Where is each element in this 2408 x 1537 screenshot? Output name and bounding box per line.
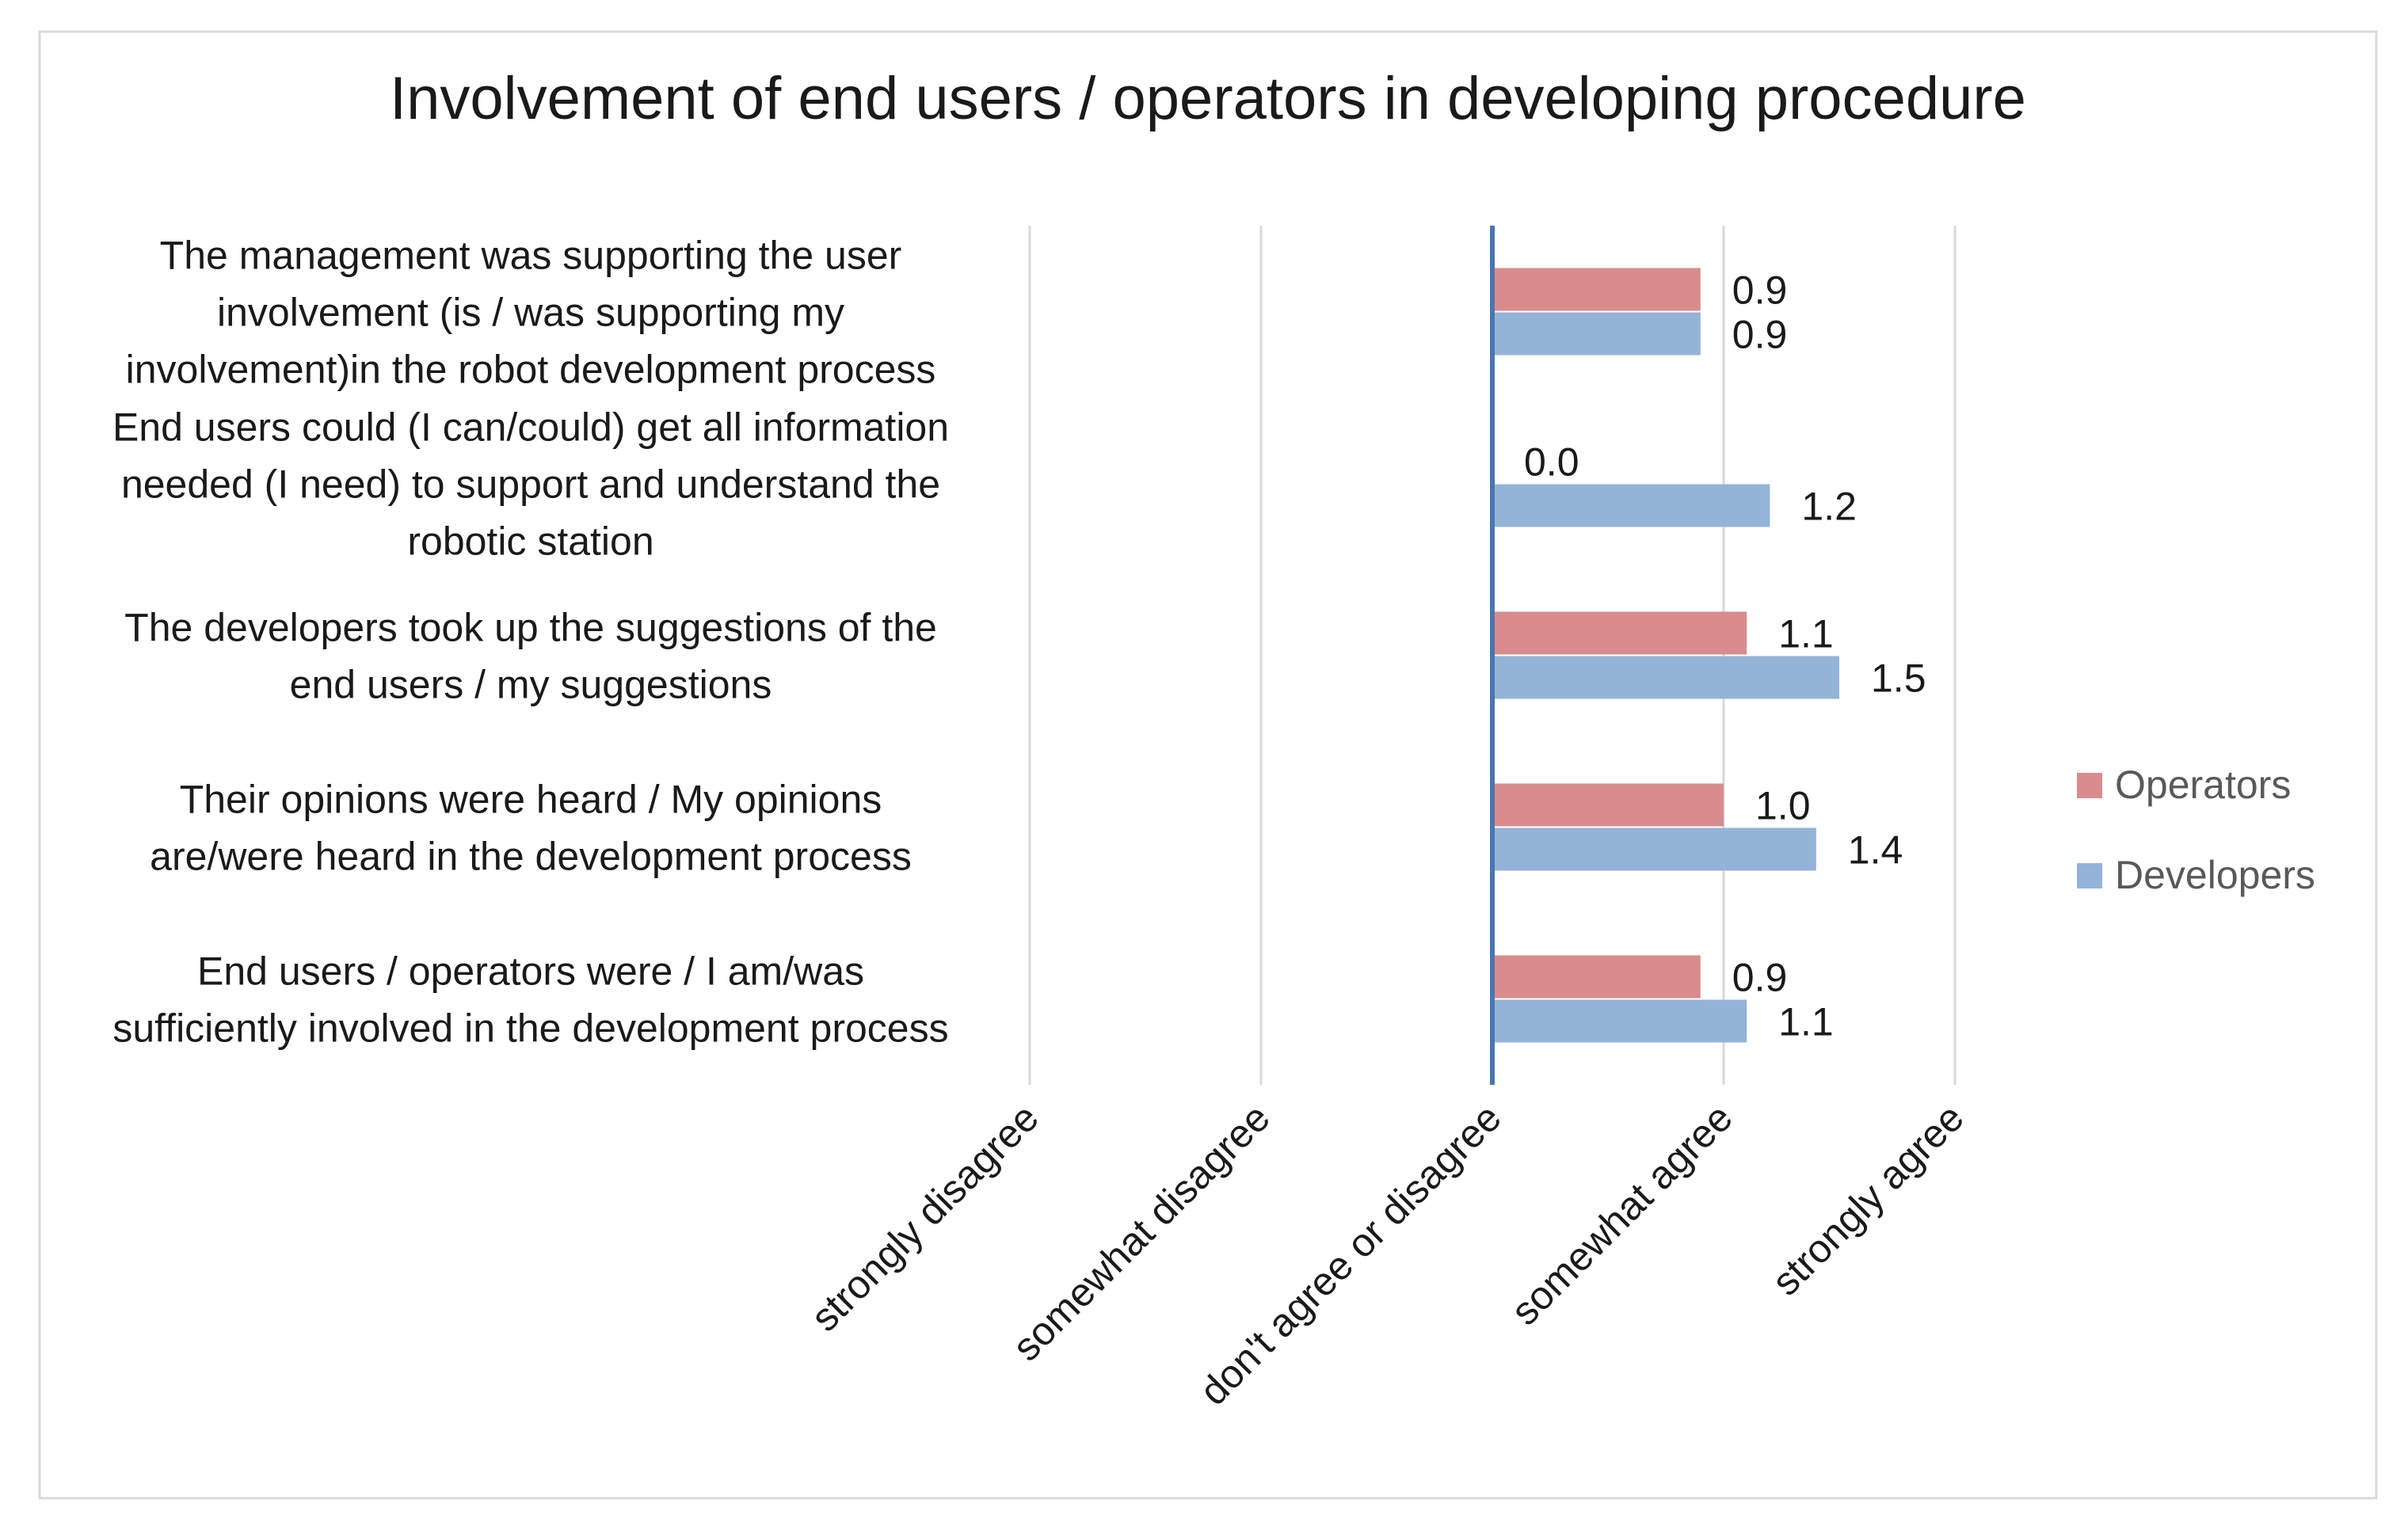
legend-label-operators: Operators [2115, 763, 2291, 807]
category-label-line: The developers took up the suggestions o… [124, 606, 937, 650]
category-label-line: End users could (I can/could) get all in… [112, 405, 949, 450]
data-label-developers: 1.4 [1848, 828, 1903, 873]
category-label-line: end users / my suggestions [290, 663, 772, 707]
category-label: End users / operators were / I am/was suf… [112, 949, 948, 1051]
value-labels: 0.90.90.01.21.11.51.01.40.91.1 [1524, 268, 1926, 1044]
data-label-operators: 1.0 [1755, 784, 1811, 828]
chart-frame [38, 30, 2378, 1500]
category-label-line: The management was supporting the user [160, 234, 902, 278]
bar-developers [1492, 484, 1770, 527]
category-labels: The management was supporting the user in… [112, 234, 949, 1051]
category-label: End users could (I can/could) get all in… [112, 405, 949, 564]
bar-operators [1492, 611, 1747, 655]
category-label-line: needed (I need) to support and understan… [121, 462, 940, 507]
bar-developers [1492, 999, 1747, 1043]
category-label-line: End users / operators were / I am/was [197, 949, 864, 994]
data-label-operators: 0.0 [1524, 440, 1579, 485]
category-label: The management was supporting the user in… [126, 234, 936, 392]
data-label-developers: 0.9 [1732, 313, 1788, 357]
data-label-developers: 1.1 [1778, 1000, 1834, 1044]
data-label-developers: 1.5 [1871, 656, 1926, 701]
chart-title: Involvement of end users / operators in … [390, 65, 2026, 132]
category-label-line: sufficiently involved in the development… [112, 1006, 948, 1051]
category-label: Their opinions were heard / My opinions a… [150, 778, 912, 879]
category-label-line: involvement)in the robot development pro… [126, 348, 936, 392]
bar-operators [1492, 268, 1701, 311]
data-label-developers: 1.2 [1801, 485, 1857, 529]
bar-developers [1492, 312, 1701, 356]
category-label-line: Their opinions were heard / My opinions [180, 778, 882, 822]
bars [1492, 268, 1839, 1043]
category-label: The developers took up the suggestions o… [124, 606, 937, 707]
data-label-operators: 0.9 [1732, 268, 1788, 313]
bar-developers [1492, 656, 1839, 699]
bar-operators [1492, 955, 1701, 999]
legend: Operators Developers [2077, 763, 2315, 897]
category-label-line: are/were heard in the development proces… [150, 835, 912, 879]
bar-operators [1492, 783, 1724, 827]
category-label-line: robotic station [407, 519, 653, 564]
data-label-operators: 1.1 [1778, 612, 1834, 656]
legend-swatch-developers [2077, 863, 2102, 888]
data-label-operators: 0.9 [1732, 956, 1788, 1000]
bar-developers [1492, 827, 1816, 871]
legend-label-developers: Developers [2115, 853, 2315, 897]
legend-swatch-operators [2077, 773, 2102, 798]
category-label-line: involvement (is / was supporting my [217, 291, 844, 335]
gridlines [1028, 226, 1956, 1085]
